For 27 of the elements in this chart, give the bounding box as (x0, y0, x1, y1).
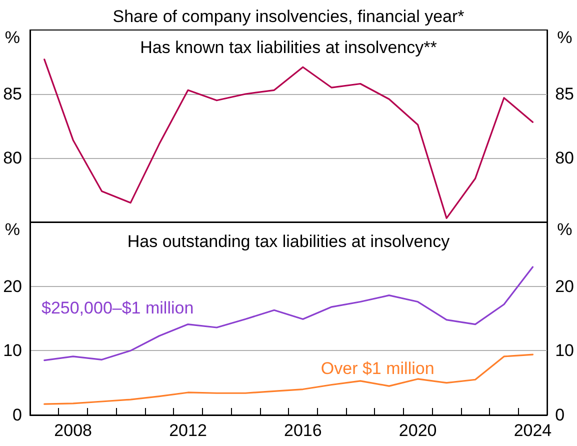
y2-tick-label: 0 (555, 406, 565, 424)
y-axis-title: % (4, 28, 20, 47)
x-tick-label: 2020 (398, 421, 437, 440)
y2-tick-label: 20 (555, 276, 574, 296)
y-tick-label: 85 (3, 84, 22, 104)
line-series (44, 266, 534, 362)
y-tick-label: 80 (3, 148, 22, 168)
y2-tick-label: 10 (555, 341, 574, 360)
y-tick-label: 10 (3, 341, 22, 360)
text: Has outstanding tax liabilities at insolvency (127, 232, 450, 251)
x-tick-label: 2008 (54, 421, 92, 440)
chart-subtitle: Has known tax liabilities at insolvency** (140, 38, 438, 57)
y2-axis-title: % (557, 220, 572, 239)
y-tick-label: 20 (3, 276, 22, 296)
y-axis-title: % (4, 220, 20, 239)
chart-title: Share of company insolvencies, financial year* (112, 7, 465, 26)
y2-tick-label: 85 (555, 84, 574, 104)
series-label: $250,000–$1 million (41, 298, 194, 318)
series-label: Over $1 million (320, 359, 434, 378)
y2-tick-label: 80 (555, 148, 574, 168)
y-tick-label: 0 (12, 406, 22, 424)
x-tick-label: 2012 (169, 421, 207, 440)
line-series (44, 58, 534, 219)
x-tick-label: 2016 (284, 421, 322, 440)
line-series (44, 354, 534, 405)
y2-axis-title: % (557, 28, 572, 47)
x-tick-label: 2024 (514, 421, 552, 440)
